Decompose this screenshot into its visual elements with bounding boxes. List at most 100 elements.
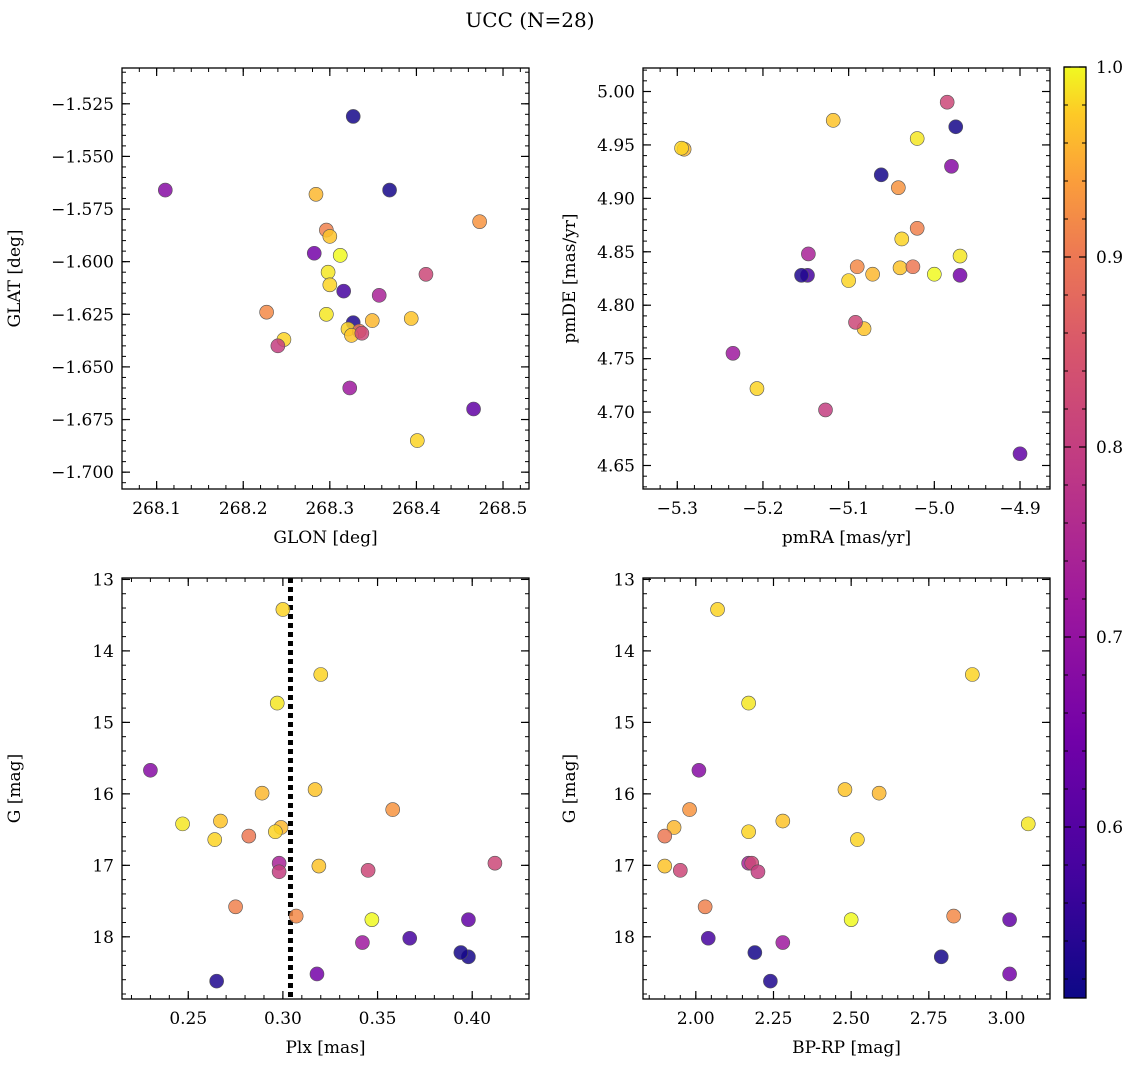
- colorbar-tick-label: 0.8: [1096, 438, 1123, 458]
- data-point: [909, 131, 925, 146]
- data-point: [700, 930, 716, 946]
- y-tick-label: 17: [92, 856, 114, 876]
- x-tick-label: 268.3: [305, 499, 354, 519]
- data-point: [175, 816, 190, 832]
- y-tick-label: 4.95: [597, 136, 635, 156]
- y-tick-label: 14: [613, 642, 635, 662]
- y-tick-label: −1.525: [51, 95, 114, 115]
- x-tick-label: 268.4: [392, 499, 441, 519]
- y-tick-label: −1.700: [51, 463, 114, 483]
- y-tick-label: 4.85: [597, 243, 635, 263]
- data-point: [259, 304, 274, 320]
- colorbar: 0.6 0.7 0.8 0.9 1.0: [1063, 58, 1123, 999]
- colorbar-gradient: [1063, 66, 1087, 999]
- data-point: [487, 855, 503, 871]
- y-tick-label: −1.575: [51, 200, 114, 220]
- data-point: [308, 187, 324, 202]
- colorbar-tick-label: 0.7: [1096, 628, 1123, 648]
- points: [143, 602, 503, 989]
- data-point: [837, 782, 853, 797]
- data-point: [322, 229, 338, 244]
- x-tick-label: 3.00: [988, 1009, 1026, 1029]
- data-point: [849, 259, 865, 275]
- data-point: [891, 180, 906, 195]
- data-point: [657, 828, 673, 844]
- colorbar-tick-label: 0.9: [1096, 248, 1123, 268]
- data-point: [871, 785, 887, 801]
- x-tick-label: −5.1: [828, 499, 869, 519]
- data-point: [939, 94, 955, 110]
- axes-frame: [121, 67, 530, 490]
- data-point: [944, 159, 959, 174]
- data-point: [1002, 966, 1017, 982]
- data-point: [306, 245, 322, 261]
- x-tick-label: 2.25: [755, 1009, 793, 1029]
- data-point: [355, 935, 370, 950]
- panel-plx-g: 0.25 0.30 0.35 0.40 13 14 15 16 17 18 Plx [mas] G […: [5, 570, 530, 1058]
- data-point: [360, 863, 376, 878]
- data-point: [725, 345, 741, 361]
- data-point: [763, 973, 778, 989]
- points: [657, 602, 1036, 989]
- data-point: [818, 402, 833, 418]
- data-point: [453, 945, 469, 960]
- data-point: [209, 973, 224, 989]
- figure-title: UCC (N=28): [465, 8, 594, 32]
- data-point: [1002, 912, 1017, 927]
- data-point: [841, 273, 856, 288]
- data-point: [965, 667, 980, 682]
- data-point: [909, 220, 925, 236]
- data-point: [268, 824, 283, 840]
- y-axis-label: pmDE [mas/yr]: [560, 213, 580, 343]
- y-axis-label: GLAT [deg]: [5, 229, 25, 327]
- y-tick-label: −1.600: [51, 253, 114, 273]
- data-point: [157, 182, 173, 198]
- x-axis-label: Plx [mas]: [285, 1038, 365, 1058]
- data-point: [927, 266, 942, 282]
- data-point: [466, 401, 481, 417]
- data-point: [364, 912, 380, 927]
- data-point: [1020, 816, 1036, 832]
- data-point: [749, 381, 765, 396]
- y-tick-label: −1.550: [51, 147, 114, 167]
- y-tick-label: 4.70: [597, 403, 635, 423]
- x-tick-label: 2.00: [677, 1009, 715, 1029]
- y-tick-label: 4.80: [597, 296, 635, 316]
- y-tick-label: −1.650: [51, 358, 114, 378]
- data-point: [402, 930, 418, 946]
- data-point: [691, 762, 707, 778]
- data-point: [865, 266, 880, 282]
- y-tick-label: 15: [613, 713, 635, 733]
- data-point: [213, 813, 228, 829]
- data-point: [241, 828, 257, 844]
- colorbar-tick-label: 0.6: [1096, 818, 1123, 838]
- x-tick-label: 0.35: [359, 1009, 397, 1029]
- data-point: [697, 899, 713, 915]
- data-point: [409, 433, 425, 448]
- y-tick-label: −1.625: [51, 305, 114, 325]
- x-tick-label: 2.50: [832, 1009, 870, 1029]
- x-tick-label: −5.2: [742, 499, 783, 519]
- data-point: [371, 288, 387, 303]
- data-point: [672, 863, 688, 878]
- points: [157, 109, 487, 448]
- y-tick-label: 18: [613, 928, 635, 948]
- data-point: [342, 380, 358, 396]
- x-tick-label: 268.1: [132, 499, 181, 519]
- y-tick-label: 15: [92, 713, 114, 733]
- data-point: [750, 864, 766, 880]
- x-axis-label: pmRA [mas/yr]: [782, 528, 911, 548]
- data-point: [345, 109, 361, 124]
- data-point: [311, 858, 327, 874]
- y-tick-label: 4.90: [597, 189, 635, 209]
- data-point: [873, 167, 889, 183]
- data-point: [825, 113, 841, 128]
- data-point: [905, 259, 921, 275]
- data-point: [741, 695, 756, 711]
- data-point: [710, 602, 725, 617]
- x-tick-label: −4.9: [999, 499, 1040, 519]
- data-point: [843, 912, 859, 927]
- y-axis-label: G [mag]: [5, 754, 25, 823]
- data-point: [775, 813, 791, 829]
